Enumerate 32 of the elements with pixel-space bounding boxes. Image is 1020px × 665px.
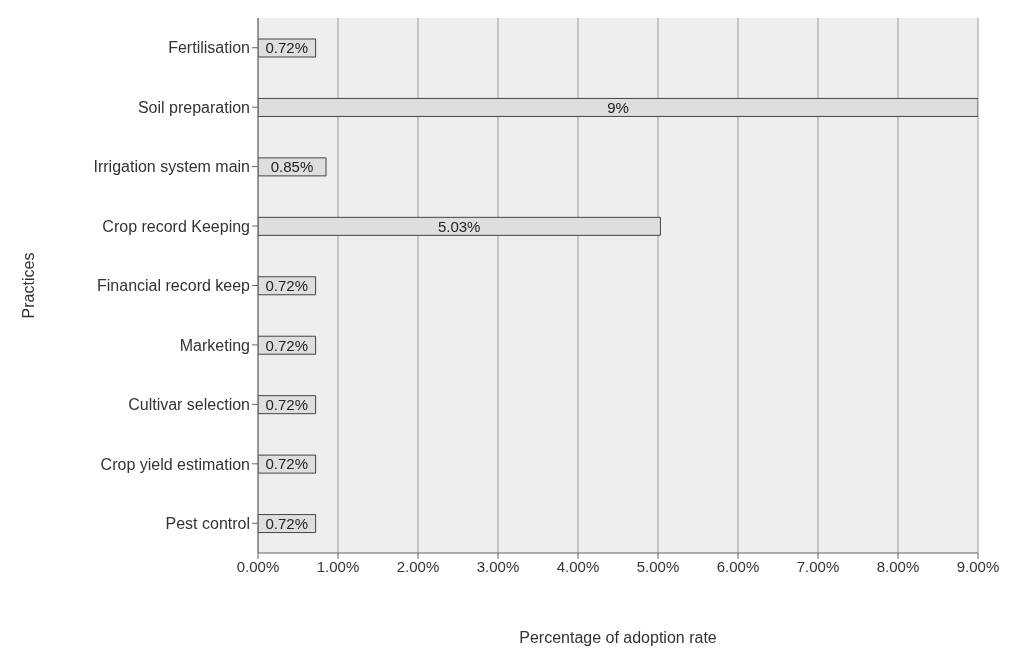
y-tick-label: Cultivar selection <box>128 396 250 414</box>
y-axis-title: Practices <box>19 252 37 319</box>
data-label: 0.72% <box>265 336 309 354</box>
y-tick-label: Financial record keep <box>97 277 251 295</box>
data-label: 0.72% <box>265 455 309 473</box>
x-tick-label: 7.00% <box>796 557 840 575</box>
data-label: 5.03% <box>437 217 481 235</box>
y-tick-label: Pest control <box>165 514 250 532</box>
bar <box>258 97 978 117</box>
data-label: 9% <box>607 98 629 116</box>
y-tick-label: Marketing <box>179 336 250 354</box>
y-tick-label: Fertilisation <box>168 39 250 57</box>
y-tick-label: Soil preparation <box>137 98 250 116</box>
x-tick-label: 9.00% <box>956 557 1000 575</box>
y-tick-label: Irrigation system main <box>93 158 250 176</box>
x-tick-label: 3.00% <box>476 557 520 575</box>
data-label: 0.72% <box>265 277 309 295</box>
x-tick-label: 0.00% <box>236 557 280 575</box>
x-tick-label: 5.00% <box>636 557 680 575</box>
y-tick-label: Crop record Keeping <box>102 217 250 235</box>
data-label: 0.85% <box>270 158 314 176</box>
y-tick-label: Crop yield estimation <box>100 455 250 473</box>
data-label: 0.72% <box>265 39 309 57</box>
data-label: 0.72% <box>265 395 309 413</box>
data-label: 0.72% <box>265 514 309 532</box>
x-tick-label: 6.00% <box>716 557 760 575</box>
x-tick-label: 1.00% <box>316 557 360 575</box>
x-tick-label: 8.00% <box>876 557 920 575</box>
x-tick-label: 2.00% <box>396 557 440 575</box>
bar <box>258 216 661 236</box>
x-axis-title: Percentage of adoption rate <box>519 629 717 646</box>
x-tick-label: 4.00% <box>556 557 600 575</box>
